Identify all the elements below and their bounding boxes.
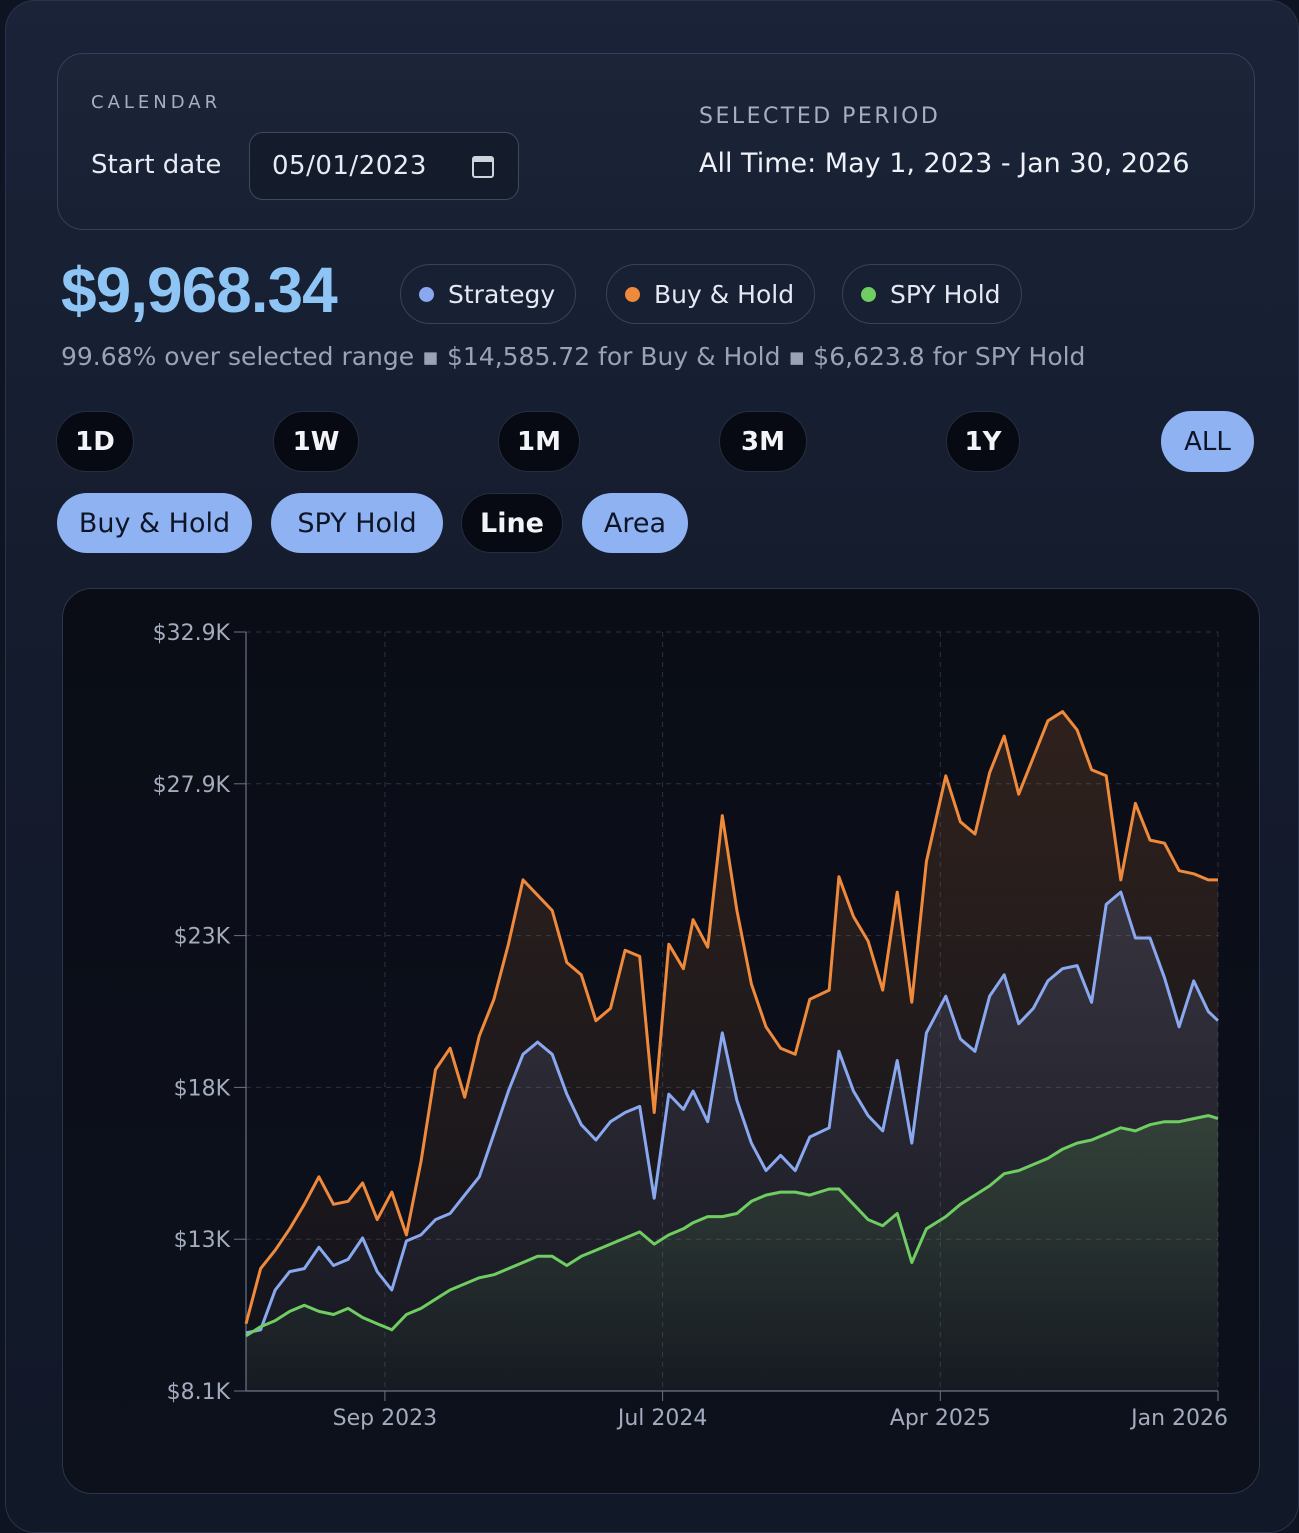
legend-label-spy-hold: SPY Hold [890, 279, 1001, 309]
y-tick-label: $18K [174, 1076, 231, 1101]
spy-hold-dot-icon [861, 286, 876, 302]
start-date-input[interactable]: 05/01/2023 [249, 132, 519, 200]
x-tick-label: Jul 2024 [616, 1406, 708, 1431]
legend-label-strategy: Strategy [448, 279, 556, 309]
range-button-1m[interactable]: 1M [498, 411, 580, 472]
series-area [246, 1115, 1218, 1391]
chart-svg: $32.9K $27.9K $23K $18K $13K $8.1K Sep 2023 Jul… [153, 621, 1228, 1431]
y-tick-label: $27.9K [153, 773, 231, 798]
range-button-all[interactable]: ALL [1161, 411, 1254, 472]
toggle-line[interactable]: Line [461, 493, 563, 553]
y-tick-label: $32.9K [153, 621, 231, 646]
legend-chip-buy-hold: Buy & Hold [606, 264, 816, 324]
toggle-spy-hold[interactable]: SPY Hold [271, 493, 443, 553]
selected-period-caption: SELECTED PERIOD [699, 104, 941, 129]
performance-chart: $32.9K $27.9K $23K $18K $13K $8.1K Sep 2023 Jul… [62, 588, 1260, 1494]
legend-chip-spy-hold: SPY Hold [842, 264, 1022, 324]
legend-label-buy-hold: Buy & Hold [654, 279, 795, 309]
legend-chip-strategy: Strategy [400, 264, 577, 324]
range-button-1y[interactable]: 1Y [946, 411, 1020, 472]
series-line [245, 1114, 1219, 1338]
y-tick-label: $13K [174, 1228, 231, 1253]
calendar-caption: CALENDAR [91, 92, 222, 113]
selected-period-value: All Time: May 1, 2023 - Jan 30, 2026 [699, 148, 1190, 179]
strategy-dot-icon [419, 286, 434, 302]
portfolio-value: $9,968.34 [61, 254, 338, 326]
calendar-icon[interactable] [472, 156, 494, 178]
start-date-value: 05/01/2023 [272, 151, 427, 181]
performance-summary: 99.68% over selected range ▪ $14,585.72 … [61, 342, 1086, 371]
backtest-panel: CALENDAR Start date 05/01/2023 SELECTED … [5, 0, 1299, 1533]
range-button-3m[interactable]: 3M [719, 411, 807, 472]
toggle-buy-hold[interactable]: Buy & Hold [57, 493, 252, 553]
x-tick-label: Apr 2025 [890, 1406, 991, 1431]
calendar-card: CALENDAR Start date 05/01/2023 SELECTED … [57, 53, 1255, 230]
buy-hold-dot-icon [625, 286, 640, 302]
y-tick-label: $23K [174, 925, 231, 950]
x-tick-label: Sep 2023 [333, 1406, 437, 1431]
range-button-1d[interactable]: 1D [56, 411, 134, 472]
toggle-area[interactable]: Area [582, 493, 688, 553]
start-date-label: Start date [91, 150, 222, 180]
series-line [245, 890, 1220, 1335]
range-button-1w[interactable]: 1W [273, 411, 359, 472]
series-line [244, 710, 1218, 1325]
x-tick-label: Jan 2026 [1129, 1406, 1228, 1431]
y-tick-label: $8.1K [167, 1380, 231, 1405]
